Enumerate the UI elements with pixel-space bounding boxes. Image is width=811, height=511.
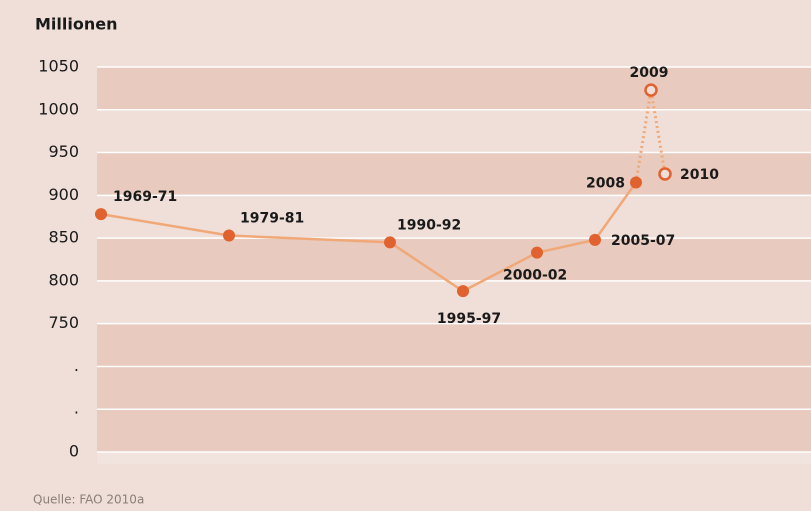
marker xyxy=(223,229,235,242)
marker xyxy=(630,176,642,189)
y-tick-label: 950 xyxy=(48,142,79,161)
y-tick-label: . xyxy=(74,399,79,418)
y-tick-label: 1000 xyxy=(38,99,79,118)
source-note: Quelle: FAO 2010a xyxy=(33,493,144,507)
point-label: 2000-02 xyxy=(503,268,567,284)
point-label: 1969-71 xyxy=(113,189,177,205)
line-dotted xyxy=(634,89,667,183)
marker xyxy=(95,208,107,221)
marker xyxy=(384,236,396,249)
y-tick-label: 800 xyxy=(48,270,79,289)
point-label: 2010 xyxy=(680,167,719,183)
band xyxy=(97,67,811,110)
chart-title: Millionen xyxy=(35,15,117,34)
point-label: 2009 xyxy=(630,65,669,81)
point-label: 2008 xyxy=(586,176,625,192)
marker-open xyxy=(644,83,658,97)
marker xyxy=(531,246,543,259)
point-label: 2005-07 xyxy=(611,233,675,249)
marker xyxy=(457,285,469,298)
point-label: 1979-81 xyxy=(240,211,304,227)
y-tick-label: 900 xyxy=(48,185,79,204)
y-tick-label: 850 xyxy=(48,228,79,247)
y-tick-label: . xyxy=(74,356,79,375)
marker xyxy=(589,233,601,246)
marker-open xyxy=(658,167,672,181)
band xyxy=(97,323,811,452)
y-tick-label: 750 xyxy=(48,313,79,332)
y-tick-label: 1050 xyxy=(38,57,79,76)
y-tick-label: 0 xyxy=(69,442,79,461)
band xyxy=(97,238,811,281)
point-label: 1990-92 xyxy=(397,217,461,233)
band xyxy=(97,152,811,196)
point-label: 1995-97 xyxy=(437,311,501,327)
